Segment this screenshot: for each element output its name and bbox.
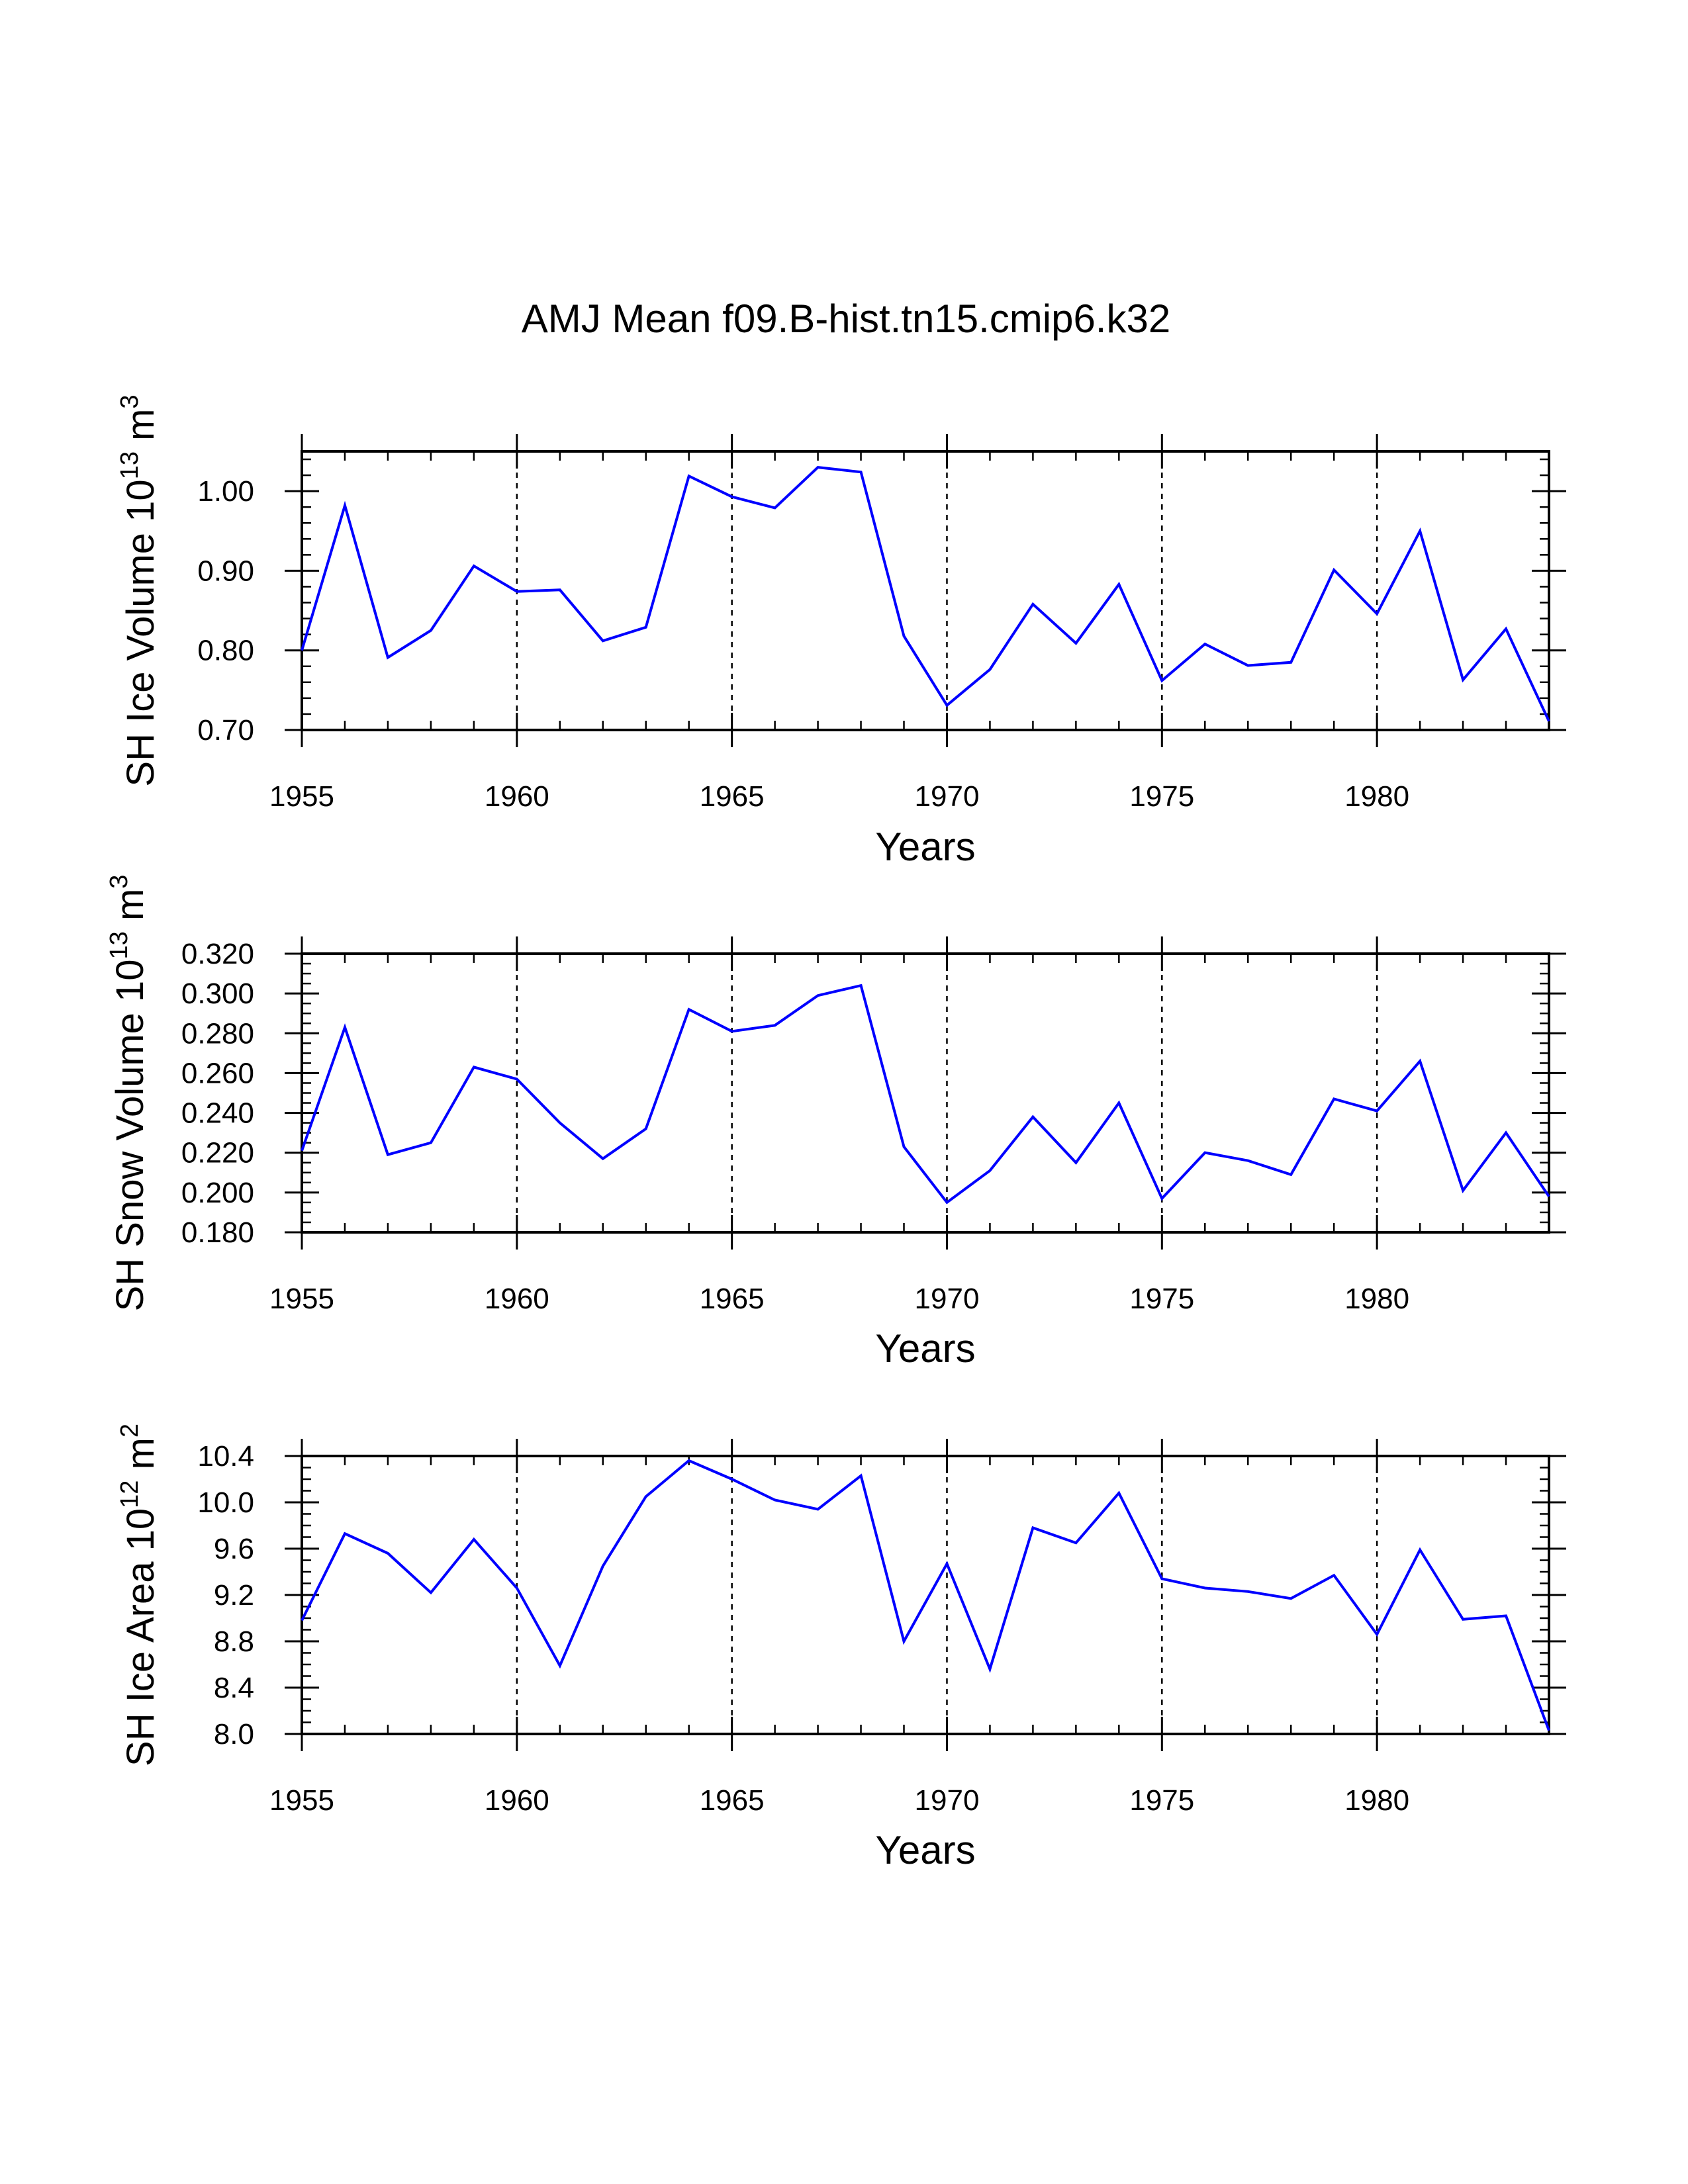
plot-frame bbox=[301, 952, 1550, 1234]
y-tick-label: 0.280 bbox=[181, 1017, 254, 1050]
y-tick-label: 8.4 bbox=[214, 1672, 254, 1704]
x-tick-label: 1970 bbox=[915, 1283, 980, 1315]
y-tick-label: 8.8 bbox=[214, 1625, 254, 1658]
panels: 1955 1960 1965 1970 1975 1980 0.70 0.80 0.90 1.00… bbox=[105, 394, 1566, 1872]
series-line bbox=[301, 983, 1550, 1205]
y-tick-label: 0.220 bbox=[181, 1137, 254, 1169]
y-tick-label: 0.300 bbox=[181, 978, 254, 1010]
series-line bbox=[301, 1459, 1550, 1731]
plot-frame bbox=[301, 1455, 1550, 1735]
y-tick-label: 0.70 bbox=[197, 714, 254, 747]
plot-frame bbox=[301, 450, 1550, 731]
x-axis-label: Years bbox=[875, 1828, 975, 1872]
y-tick-label: 0.80 bbox=[197, 635, 254, 667]
x-tick-label: 1960 bbox=[485, 1283, 549, 1315]
panel-3: 1955 1960 1965 1970 1975 1980 8.0 8.4 8.8 9.2 9.6 1… bbox=[116, 1424, 1566, 1872]
y-tick-label: 0.90 bbox=[197, 555, 254, 587]
y-tick-label: 1.00 bbox=[197, 475, 254, 508]
x-tick-label: 1975 bbox=[1129, 1283, 1194, 1315]
y-axis-label: SH Ice Volume 1013 m3 bbox=[116, 394, 162, 786]
x-axis-label: Years bbox=[875, 825, 975, 869]
chart-title: AMJ Mean f09.B-hist.tn15.cmip6.k32 bbox=[522, 296, 1170, 341]
y-tick-label: 0.320 bbox=[181, 938, 254, 970]
x-tick-label: 1965 bbox=[700, 1283, 765, 1315]
y-tick-label: 0.200 bbox=[181, 1177, 254, 1209]
x-tick-label: 1955 bbox=[269, 780, 334, 813]
y-axis-label: SH Ice Area 1012 m2 bbox=[116, 1424, 162, 1766]
y-tick-label: 0.260 bbox=[181, 1057, 254, 1089]
panel-2: 1955 1960 1965 1970 1975 1980 0.180 0.200 0.220 0… bbox=[105, 875, 1566, 1371]
x-tick-label: 1970 bbox=[915, 780, 980, 813]
x-tick-label: 1960 bbox=[485, 1784, 549, 1817]
y-tick-label: 9.6 bbox=[214, 1533, 254, 1565]
x-tick-label: 1970 bbox=[915, 1784, 980, 1817]
y-tick-label: 10.0 bbox=[197, 1486, 254, 1519]
series-line bbox=[301, 466, 1550, 722]
x-tick-label: 1965 bbox=[700, 1784, 765, 1817]
y-tick-label: 10.4 bbox=[197, 1440, 254, 1473]
x-tick-label: 1975 bbox=[1129, 780, 1194, 813]
y-tick-label: 9.2 bbox=[214, 1579, 254, 1612]
y-tick-label: 0.180 bbox=[181, 1216, 254, 1249]
x-tick-label: 1955 bbox=[269, 1784, 334, 1817]
y-tick-label: 8.0 bbox=[214, 1718, 254, 1751]
x-tick-label: 1955 bbox=[269, 1283, 334, 1315]
y-tick-label: 0.240 bbox=[181, 1097, 254, 1130]
x-tick-label: 1975 bbox=[1129, 1784, 1194, 1817]
panel-1: 1955 1960 1965 1970 1975 1980 0.70 0.80 0.90 1.00… bbox=[116, 394, 1566, 869]
x-axis-label: Years bbox=[875, 1326, 975, 1371]
y-axis-label: SH Snow Volume 1013 m3 bbox=[105, 875, 152, 1312]
x-tick-label: 1965 bbox=[700, 780, 765, 813]
x-tick-label: 1980 bbox=[1344, 780, 1409, 813]
x-tick-label: 1980 bbox=[1344, 1283, 1409, 1315]
x-tick-label: 1960 bbox=[485, 780, 549, 813]
x-tick-label: 1980 bbox=[1344, 1784, 1409, 1817]
